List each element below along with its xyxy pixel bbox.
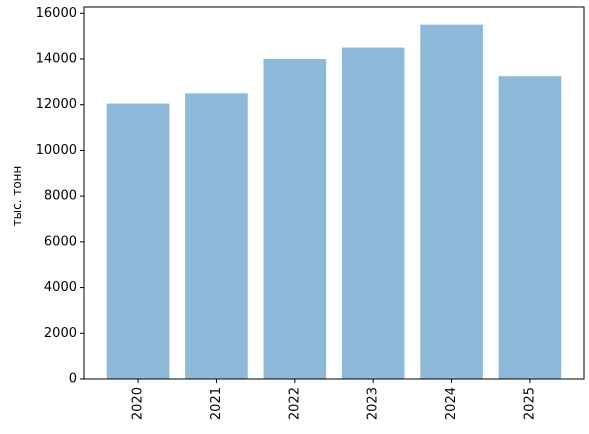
bar: [420, 24, 483, 379]
y-tick-label: 6000: [44, 234, 77, 249]
x-tick-label: 2021: [209, 387, 224, 420]
y-tick-label: 14000: [36, 52, 77, 67]
x-tick-label: 2020: [131, 387, 146, 420]
bar: [106, 103, 170, 380]
x-tick-label: 2024: [444, 387, 459, 420]
bar: [341, 47, 405, 379]
y-axis-label: тыс. тонн: [10, 166, 24, 227]
x-tick-label: 2025: [522, 387, 537, 420]
x-tick-label: 2023: [366, 387, 381, 420]
y-tick-label: 12000: [36, 97, 77, 112]
bar: [185, 93, 248, 380]
bar: [263, 59, 327, 379]
plot-frame: [83, 6, 585, 380]
x-tick-label: 2022: [287, 387, 302, 420]
y-tick-label: 16000: [36, 6, 77, 21]
y-tick-label: 2000: [44, 326, 77, 341]
y-tick-label: 10000: [36, 143, 77, 158]
y-tick-label: 0: [69, 372, 77, 387]
bar: [498, 76, 562, 380]
y-tick-label: 4000: [44, 280, 77, 295]
y-tick-label: 8000: [44, 189, 77, 204]
